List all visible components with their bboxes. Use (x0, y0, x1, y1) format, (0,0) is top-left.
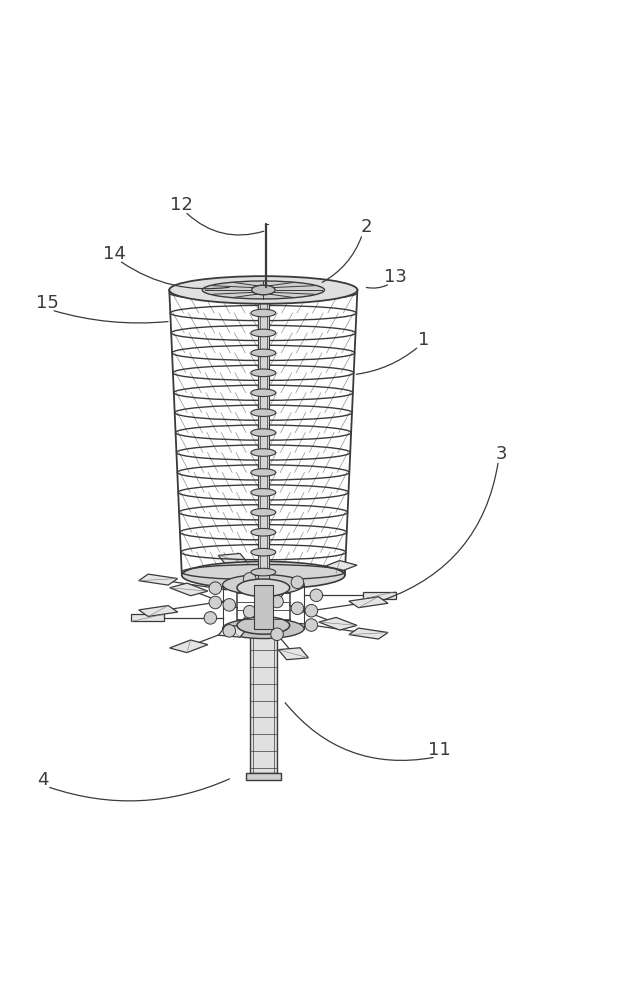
Ellipse shape (251, 489, 276, 496)
Circle shape (271, 628, 283, 641)
Polygon shape (319, 617, 357, 630)
Circle shape (291, 602, 303, 615)
Circle shape (204, 612, 216, 624)
Polygon shape (170, 640, 208, 653)
Circle shape (305, 604, 318, 617)
Ellipse shape (223, 575, 304, 595)
Polygon shape (170, 583, 208, 596)
Text: 3: 3 (496, 445, 507, 463)
Text: 1: 1 (418, 331, 429, 349)
Ellipse shape (251, 429, 276, 436)
Text: 13: 13 (384, 268, 406, 286)
Circle shape (291, 576, 303, 589)
Ellipse shape (251, 285, 275, 295)
Ellipse shape (251, 528, 276, 536)
Polygon shape (278, 648, 308, 660)
Ellipse shape (251, 349, 276, 357)
Ellipse shape (251, 469, 276, 476)
Ellipse shape (251, 449, 276, 456)
Polygon shape (139, 606, 178, 616)
Ellipse shape (251, 409, 276, 416)
Ellipse shape (251, 309, 276, 317)
Ellipse shape (251, 329, 276, 337)
Bar (258, 290, 269, 582)
Polygon shape (278, 576, 308, 588)
Polygon shape (349, 628, 388, 639)
Ellipse shape (169, 276, 357, 304)
Circle shape (223, 599, 236, 611)
Ellipse shape (251, 389, 276, 397)
Circle shape (243, 573, 256, 585)
Polygon shape (363, 592, 396, 599)
Bar (246, 773, 280, 780)
Circle shape (223, 625, 236, 637)
Bar (250, 629, 277, 773)
Circle shape (271, 595, 283, 608)
Ellipse shape (237, 617, 290, 634)
Ellipse shape (251, 509, 276, 516)
Text: 15: 15 (36, 294, 58, 312)
Text: 14: 14 (103, 245, 126, 263)
Polygon shape (349, 597, 388, 608)
Ellipse shape (223, 619, 304, 639)
Text: 11: 11 (428, 741, 450, 759)
Text: 4: 4 (37, 771, 48, 789)
Ellipse shape (251, 568, 276, 576)
Ellipse shape (251, 369, 276, 377)
Circle shape (305, 619, 318, 631)
Text: 12: 12 (171, 196, 193, 214)
Text: 2: 2 (361, 218, 372, 236)
Polygon shape (139, 574, 178, 585)
Polygon shape (218, 625, 248, 637)
Ellipse shape (230, 566, 296, 584)
Circle shape (209, 596, 221, 609)
Bar (254, 585, 273, 629)
Ellipse shape (251, 289, 276, 297)
Polygon shape (131, 614, 164, 621)
Polygon shape (319, 561, 357, 573)
Ellipse shape (251, 548, 276, 556)
Polygon shape (218, 553, 248, 565)
Ellipse shape (202, 281, 324, 299)
Ellipse shape (237, 579, 290, 597)
Circle shape (209, 582, 221, 594)
Circle shape (243, 605, 256, 618)
Ellipse shape (182, 561, 345, 589)
Circle shape (310, 589, 322, 602)
